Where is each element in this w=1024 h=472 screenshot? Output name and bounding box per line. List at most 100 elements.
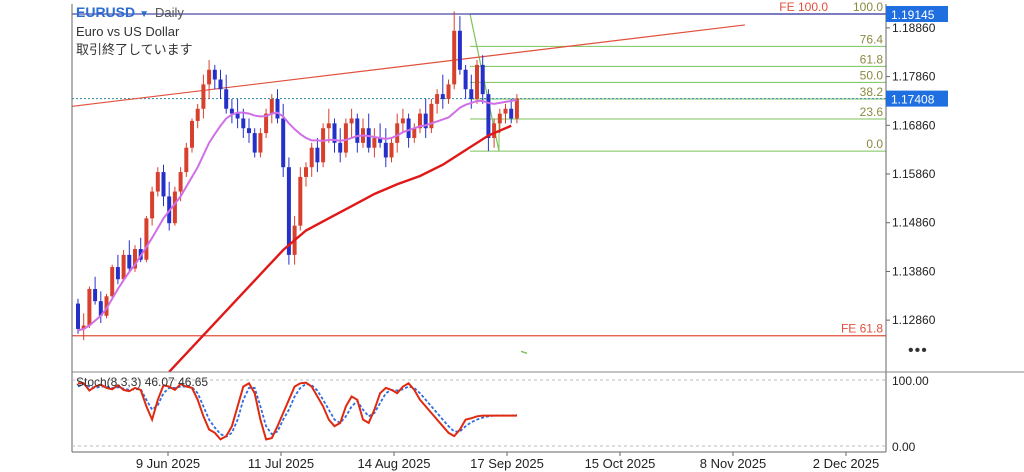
candle-body (343, 123, 348, 153)
chevron-down-icon[interactable]: ▼ (139, 9, 150, 20)
candle-body (497, 113, 502, 124)
candle-body (110, 267, 115, 297)
candle-body (81, 325, 86, 329)
candle-body (338, 142, 343, 153)
candle-body (264, 113, 269, 134)
x-tick-label: 11 Jul 2025 (248, 456, 314, 471)
stoch-d-line (77, 382, 518, 438)
y-tick-label: 1.14860 (892, 216, 936, 230)
candle-body (440, 94, 445, 99)
candle-body (172, 191, 177, 224)
stoch-y-tick-label: 0.00 (892, 440, 916, 454)
candle-body (201, 84, 206, 109)
fibonacci-retracement[interactable]: 100.0 76.4 61.8 50.0 38.2 23.6 0.0 (469, 0, 886, 354)
candle-body (366, 128, 371, 148)
candle-body (321, 128, 326, 163)
fe-level-label: FE 100.0 (779, 0, 828, 14)
candle-body (389, 142, 394, 158)
candle-body (309, 147, 314, 168)
fibonacci-extension[interactable]: FE 100.0 FE 61.8 (72, 0, 886, 337)
candle-body (127, 254, 132, 269)
trend-line[interactable] (72, 24, 745, 107)
candle-body (235, 113, 240, 119)
candle-body (349, 118, 354, 124)
candle-body (332, 123, 337, 143)
candle-body (121, 254, 126, 280)
axes: 1.18860 1.17860 1.16860 1.15860 1.14860 1.138… (71, 4, 1024, 471)
timeframe-label[interactable]: Daily (155, 5, 184, 20)
fib-level-label: 76.4 (860, 32, 884, 46)
y-tick-label: 1.15860 (892, 167, 936, 181)
candle-body (298, 176, 303, 226)
chart-header: EURUSD ▼ Daily (76, 4, 184, 22)
stoch-label: Stoch(8,3,3) 46.07 46.65 (76, 375, 208, 389)
fe-price-tag-bg (886, 5, 948, 22)
candle-body (492, 123, 497, 138)
ma-short-line (77, 98, 518, 332)
candle-body (104, 296, 109, 316)
trend-line-segment (72, 24, 745, 107)
candle-body (452, 30, 457, 85)
candle-body (76, 303, 80, 329)
candle-body (218, 79, 223, 90)
candle-body (412, 128, 417, 138)
candle-body (446, 84, 451, 99)
market-status: 取引終了しています (76, 42, 193, 57)
y-tick-label: 1.16860 (892, 118, 936, 132)
instrument-description: Euro vs US Dollar (76, 24, 180, 39)
candle-body (224, 89, 229, 109)
fib-marker (520, 350, 528, 354)
x-tick-label: 8 Nov 2025 (700, 456, 767, 471)
candle-body (383, 142, 388, 158)
candle-body (115, 267, 120, 280)
y-tick-label: 1.17860 (892, 70, 936, 84)
more-options-icon[interactable]: ••• (908, 342, 928, 359)
candle-body (315, 147, 320, 163)
x-tick-label: 9 Jun 2025 (136, 456, 200, 471)
x-tick-label: 15 Oct 2025 (585, 456, 656, 471)
y-tick-label: 1.18860 (892, 21, 936, 35)
candle-body (178, 172, 183, 192)
symbol-label[interactable]: EURUSD (76, 4, 136, 20)
moving-averages (77, 98, 518, 373)
candle-body (514, 98, 519, 119)
ma-long-line (168, 124, 512, 373)
candle-body (286, 167, 291, 255)
candle-body (161, 172, 166, 197)
candle-body (486, 94, 491, 138)
candles (76, 11, 519, 341)
candle-body (406, 118, 411, 138)
candle-body (355, 118, 360, 143)
candle-body (275, 98, 280, 119)
candle-body (475, 64, 479, 99)
candle-body (423, 113, 428, 129)
candle-body (304, 167, 308, 177)
stoch-y-tick-label: 100.00 (892, 374, 929, 388)
candle-body (269, 98, 274, 114)
fib-level-label: 23.6 (860, 105, 884, 119)
stoch-k-line (78, 381, 517, 441)
candle-body (463, 69, 468, 90)
current-price-tag: 1.17408 (891, 93, 935, 107)
fe-price-tag: 1.19145 (891, 8, 935, 22)
candle-body (400, 118, 405, 124)
candle-body (241, 118, 246, 129)
candle-body (207, 69, 212, 85)
candle-body (247, 128, 251, 134)
candle-body (133, 249, 137, 269)
fib-level-label: 61.8 (860, 52, 884, 66)
candle-body (87, 288, 92, 326)
fe-level-label: FE 61.8 (841, 322, 883, 336)
candle-body (190, 120, 194, 148)
candle-body (93, 288, 98, 302)
stochastic-pane: Stoch(8,3,3) 46.07 46.65 100.00 0.00 (72, 374, 929, 454)
candle-body (281, 118, 286, 168)
candle-body (372, 137, 377, 148)
y-tick-label: 1.13860 (892, 264, 936, 278)
candle-body (258, 133, 263, 153)
candle-body (457, 30, 462, 70)
candle-body (418, 113, 422, 129)
fib-level-label: 38.2 (860, 85, 884, 99)
candle-body (212, 69, 217, 80)
